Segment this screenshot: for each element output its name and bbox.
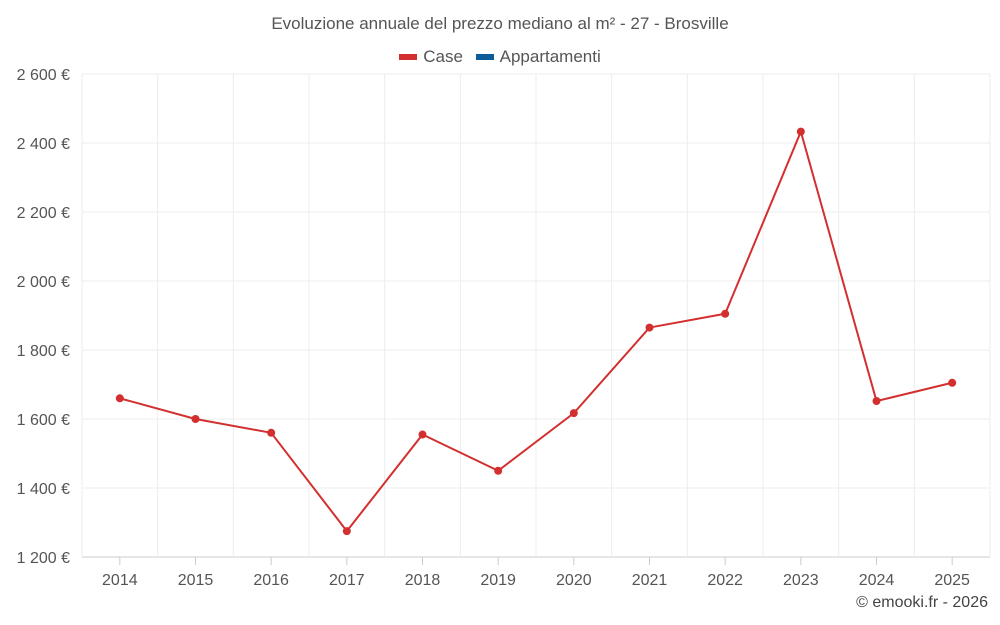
legend-item-appartamenti[interactable]: Appartamenti <box>475 47 601 67</box>
chart-legend: Case Appartamenti <box>0 45 1000 67</box>
y-tick-label: 2 600 € <box>17 67 70 84</box>
legend-label-case: Case <box>423 47 463 66</box>
x-tick-label: 2020 <box>556 572 592 589</box>
chart-title: Evoluzione annuale del prezzo mediano al… <box>271 14 729 33</box>
legend-swatch-appartamenti <box>475 54 494 60</box>
x-tick-label: 2024 <box>859 572 895 589</box>
legend-item-case[interactable]: Case <box>399 47 463 67</box>
legend-swatch-case <box>399 54 418 60</box>
x-tick-label: 2015 <box>178 572 214 589</box>
grid-lines <box>81 73 991 558</box>
data-point[interactable] <box>267 428 276 437</box>
data-point[interactable] <box>115 394 124 403</box>
y-tick-label: 1 600 € <box>17 412 70 429</box>
data-point[interactable] <box>872 397 881 406</box>
x-tick-label: 2021 <box>632 572 668 589</box>
y-tick-label: 2 000 € <box>17 274 70 291</box>
data-point[interactable] <box>796 127 805 136</box>
x-tick-label: 2022 <box>707 572 743 589</box>
data-point[interactable] <box>948 378 957 387</box>
credit-text: © emooki.fr - 2026 <box>856 594 988 611</box>
x-tick-label: 2016 <box>253 572 289 589</box>
data-point[interactable] <box>721 309 730 318</box>
y-tick-label: 2 400 € <box>17 136 70 153</box>
data-point[interactable] <box>569 409 578 418</box>
y-tick-label: 2 200 € <box>17 205 70 222</box>
x-tick-label: 2023 <box>783 572 819 589</box>
y-tick-label: 1 200 € <box>17 550 70 567</box>
x-axis: 2014 2015 2016 2017 2018 2019 2020 2021 2022 2023… <box>102 557 970 589</box>
y-tick-label: 1 800 € <box>17 343 70 360</box>
data-point[interactable] <box>191 415 200 423</box>
data-point[interactable] <box>494 466 503 475</box>
data-point[interactable] <box>342 527 351 536</box>
legend-label-appartamenti: Appartamenti <box>499 47 601 66</box>
data-point[interactable] <box>645 323 654 332</box>
y-axis: 1 200 € 1 400 € 1 600 € 1 800 € 2 000 € 2 200… <box>17 67 70 567</box>
series-line-case <box>119 130 953 533</box>
data-point[interactable] <box>418 430 427 439</box>
x-tick-label: 2018 <box>405 572 441 589</box>
x-tick-label: 2017 <box>329 572 365 589</box>
x-tick-label: 2019 <box>480 572 516 589</box>
x-tick-label: 2025 <box>934 572 970 589</box>
x-tick-label: 2014 <box>102 572 138 589</box>
y-tick-label: 1 400 € <box>17 481 70 498</box>
series-layer <box>115 127 957 536</box>
